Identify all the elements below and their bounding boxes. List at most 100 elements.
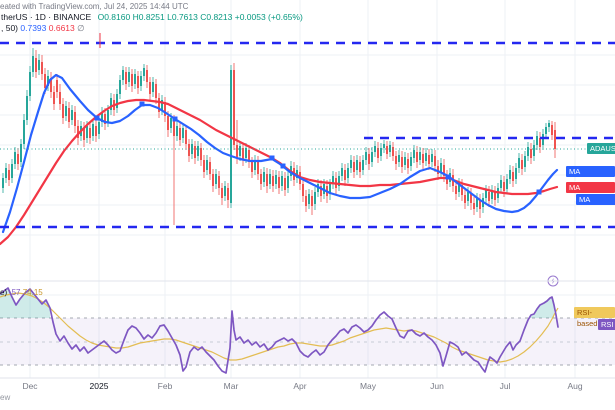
candle-body <box>125 72 127 84</box>
candle-body <box>101 112 103 122</box>
candle-body <box>131 74 133 86</box>
candle-body <box>191 144 193 154</box>
candle-body <box>92 124 94 136</box>
ma-cross-marker <box>536 189 542 195</box>
ma-short-value: 0.7393 <box>20 23 47 33</box>
candle-body <box>284 178 286 190</box>
candle-body <box>542 134 544 145</box>
candle-body <box>77 126 79 138</box>
axis-label-apr[interactable]: Apr <box>293 381 306 391</box>
candle-body <box>74 112 76 126</box>
candle-body <box>527 147 529 156</box>
candle-body <box>161 100 163 110</box>
candle-body <box>344 170 346 180</box>
candle-body <box>248 150 250 162</box>
candle-body <box>44 74 46 88</box>
candle-body <box>455 186 457 194</box>
candle-body <box>116 94 118 108</box>
candle-body <box>239 146 241 156</box>
candle-body <box>329 184 331 194</box>
candle-body <box>500 180 502 188</box>
candle-body <box>302 184 304 196</box>
candle-body <box>227 188 229 200</box>
axis-label-may[interactable]: May <box>360 381 377 391</box>
axis-label-feb[interactable]: Feb <box>158 381 173 391</box>
ma-cross-marker <box>269 155 275 161</box>
candle-body <box>167 116 169 130</box>
candle-body <box>380 148 382 156</box>
candle-body <box>50 78 52 92</box>
candle-body <box>518 158 520 168</box>
candle-body <box>152 82 154 92</box>
axis-label-jun[interactable]: Jun <box>430 381 444 391</box>
candle-body <box>26 96 28 120</box>
candle-body <box>470 194 472 203</box>
candle-body <box>461 185 463 195</box>
candle-body <box>509 170 511 179</box>
candle-body <box>62 104 64 118</box>
candle-body <box>431 154 433 162</box>
axis-label-jul[interactable]: Jul <box>500 381 511 391</box>
candle-body <box>176 126 178 136</box>
candle-body <box>170 118 172 128</box>
candle-body <box>356 160 358 170</box>
axis-label-dec[interactable]: Dec <box>22 381 38 391</box>
candle-body <box>254 160 256 170</box>
candle-body <box>410 157 412 166</box>
candle-body <box>218 176 220 188</box>
symbol-legend: therUS · 1D · BINANCE O0.8160 H0.8251 L0… <box>1 12 303 22</box>
candle-body <box>185 130 187 144</box>
candle-body <box>446 176 448 184</box>
candle-body <box>530 149 532 158</box>
candle-body <box>392 147 394 156</box>
ma-long-value: 0.6613 <box>48 23 75 33</box>
candle-body <box>464 195 466 203</box>
candle-body <box>65 106 67 116</box>
ohlc-low: L0.7613 <box>167 12 198 22</box>
rsi-legend: e) .57 74.15 <box>0 288 43 297</box>
candle-body <box>86 126 88 138</box>
candle-body <box>320 186 322 196</box>
candle-body <box>236 145 238 158</box>
candle-body <box>98 122 100 134</box>
candle-body <box>38 60 40 70</box>
candle-body <box>353 162 355 172</box>
candle-body <box>494 192 496 200</box>
candle-body <box>122 70 124 80</box>
candle-body <box>359 162 361 172</box>
candle-body <box>287 176 289 188</box>
candle-body <box>383 144 385 148</box>
candle-body <box>23 120 25 144</box>
candle-body <box>371 152 373 162</box>
candle-body <box>158 98 160 112</box>
candle-body <box>311 196 313 206</box>
axis-label-2025[interactable]: 2025 <box>90 381 109 391</box>
candle-body <box>260 174 262 184</box>
candle-body <box>398 155 400 162</box>
candle-body <box>314 192 316 204</box>
axis-label-aug[interactable]: Aug <box>567 381 582 391</box>
candle-body <box>545 127 547 134</box>
ma-cross-marker <box>139 101 145 107</box>
candle-body <box>155 84 157 98</box>
candle-body <box>407 159 409 168</box>
candle-body <box>503 182 505 191</box>
candle-body <box>47 76 49 86</box>
candle-body <box>554 130 556 149</box>
candle-body <box>548 123 550 127</box>
candle-body <box>149 82 151 94</box>
candle-body <box>11 164 13 178</box>
ma-cross-legend: , 50) 0.7393 0.6613 ∅ <box>1 23 85 34</box>
candle-body <box>437 166 439 174</box>
credit-line: eated with TradingView.com, Jul 24, 2025… <box>0 2 189 11</box>
candle-body <box>188 144 190 156</box>
rsi-overbought-fill <box>0 288 50 318</box>
ma-cross-marker <box>445 174 451 180</box>
candle-body <box>182 128 184 138</box>
candle-body <box>251 162 253 172</box>
candle-body <box>2 178 4 188</box>
candle-body <box>416 152 418 162</box>
candle-body <box>29 72 31 96</box>
axis-label-mar[interactable]: Mar <box>224 381 239 391</box>
